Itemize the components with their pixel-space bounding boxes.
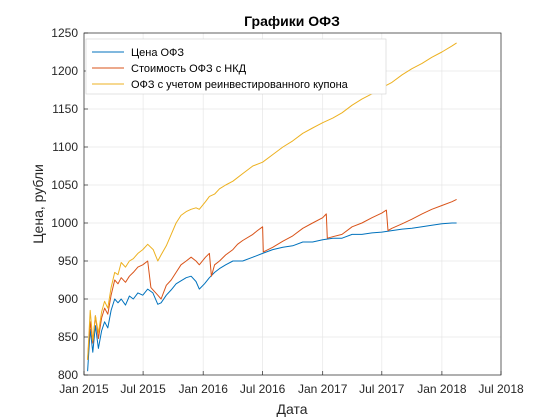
x-tick-label: Jul 2017 — [359, 382, 405, 396]
legend-label-reinvested: ОФЗ с учетом реинвестированного купона — [131, 79, 349, 91]
y-tick-label: 1200 — [51, 64, 78, 78]
y-tick-label: 1100 — [52, 140, 78, 154]
x-tick-label: Jan 2015 — [59, 382, 109, 396]
chart-title: Графики ОФЗ — [244, 13, 340, 29]
y-axis-title: Цена, рубли — [30, 164, 46, 244]
y-tick-label: 1150 — [52, 102, 78, 116]
y-axis: 800 850 900 950 1000 1050 1100 1150 1200 1250 — [51, 26, 88, 382]
x-tick-label: Jan 2017 — [298, 382, 348, 396]
plot-frame — [83, 32, 502, 376]
x-tick-label: Jan 2016 — [178, 382, 228, 396]
x-axis: Jan 2015 Jul 2015 Jan 2016 Jul 2016 Jan 2017… — [59, 371, 524, 396]
y-tick-label: 800 — [58, 368, 78, 382]
x-tick-label: Jul 2018 — [478, 382, 524, 396]
series-line-reinvested — [87, 42, 457, 360]
y-tick-label: 950 — [58, 254, 78, 268]
x-tick-label: Jan 2018 — [417, 382, 467, 396]
series-line-accrued — [87, 198, 457, 360]
y-tick-label: 900 — [58, 292, 78, 306]
y-tick-label: 1000 — [51, 216, 78, 230]
x-tick-label: Jul 2016 — [240, 382, 286, 396]
series-line-price — [87, 222, 457, 372]
legend-box — [85, 38, 387, 95]
y-tick-label: 850 — [58, 330, 78, 344]
y-tick-label: 1250 — [51, 26, 78, 40]
legend: Цена ОФЗ Стоимость ОФЗ с НКД ОФЗ с учето… — [85, 38, 387, 95]
series-lines — [87, 42, 457, 372]
legend-label-accrued: Стоимость ОФЗ с НКД — [131, 63, 247, 75]
x-tick-label: Jul 2015 — [120, 382, 166, 396]
legend-label-price: Цена ОФЗ — [131, 47, 184, 59]
y-tick-label: 1050 — [51, 178, 78, 192]
x-axis-title: Дата — [276, 401, 307, 417]
